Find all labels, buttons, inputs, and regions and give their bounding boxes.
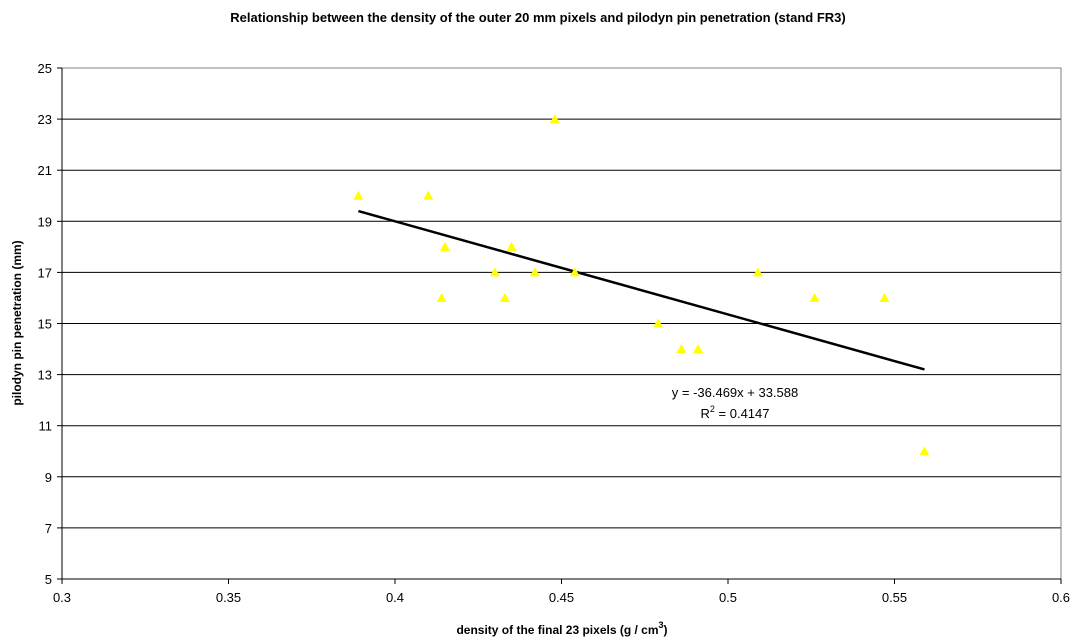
data-point [529, 267, 540, 277]
data-point [919, 446, 930, 456]
data-point [423, 190, 434, 200]
chart-title: Relationship between the density of the … [230, 10, 845, 25]
x-tick-label: 0.45 [549, 590, 574, 605]
x-tick-label: 0.5 [719, 590, 737, 605]
x-axis-title: density of the final 23 pixels (g / cm3) [456, 620, 667, 637]
data-point [653, 318, 664, 328]
data-point [353, 190, 364, 200]
data-point [436, 292, 447, 302]
x-tick-label: 0.55 [882, 590, 907, 605]
data-point [752, 267, 763, 277]
gridlines [62, 67, 1061, 529]
r-squared-label: R2 = 0.4147 [701, 404, 770, 421]
y-tick-label: 21 [38, 163, 52, 178]
axes [57, 67, 1062, 584]
y-tick-label: 23 [38, 112, 52, 127]
data-point [549, 114, 560, 124]
y-axis-title: pilodyn pin penetration (mm) [10, 240, 24, 405]
y-tick-label: 9 [45, 470, 52, 485]
data-point [439, 241, 450, 251]
x-tick-label: 0.35 [216, 590, 241, 605]
data-point [506, 241, 517, 251]
y-tick-label: 11 [39, 419, 53, 434]
data-point [809, 292, 820, 302]
data-point [489, 267, 500, 277]
x-tick-labels: 0.3 0.35 0.4 0.45 0.5 0.55 0.6 [53, 590, 1070, 605]
y-tick-labels: 5 7 9 11 13 15 17 19 21 23 25 [38, 61, 52, 587]
y-tick-label: 13 [38, 368, 52, 383]
y-tick-label: 5 [45, 572, 52, 587]
data-point [569, 267, 580, 277]
x-tick-label: 0.6 [1052, 590, 1070, 605]
y-tick-label: 7 [45, 521, 52, 536]
data-point [499, 292, 510, 302]
data-point [676, 344, 687, 354]
y-tick-label: 19 [38, 214, 52, 229]
x-tick-label: 0.4 [386, 590, 404, 605]
data-points [353, 114, 930, 456]
trendline [358, 209, 925, 371]
y-tick-label: 15 [38, 317, 52, 332]
y-tick-label: 25 [38, 61, 52, 76]
x-tick-label: 0.3 [53, 590, 71, 605]
trendline-equation: y = -36.469x + 33.588 [672, 385, 798, 400]
data-point [879, 292, 890, 302]
trendline-group [358, 209, 925, 371]
y-tick-label: 17 [38, 265, 52, 280]
data-point [693, 344, 704, 354]
